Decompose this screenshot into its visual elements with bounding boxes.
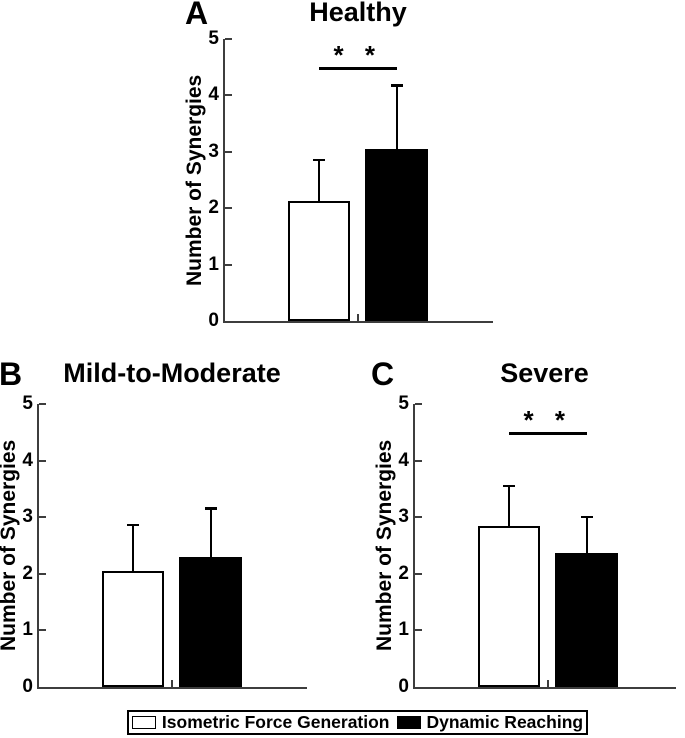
y-tick-mark <box>225 94 232 97</box>
x-tick-mark <box>546 680 549 687</box>
y-tick-label: 0 <box>22 676 33 697</box>
panel-title-severe: Severe <box>500 358 589 388</box>
bar-dynamic <box>179 556 242 687</box>
legend-swatch-dynamic <box>396 716 421 729</box>
y-tick-mark <box>415 572 422 575</box>
error-bar-cap <box>127 523 139 527</box>
y-tick-mark <box>225 38 232 40</box>
y-tick-label: 5 <box>398 393 409 414</box>
legend: Isometric Force Generation Dynamic Reach… <box>127 710 588 735</box>
y-tick-label: 4 <box>208 84 219 106</box>
y-tick-mark <box>225 207 232 210</box>
y-tick-mark <box>415 629 422 632</box>
y-tick-label: 1 <box>208 253 219 275</box>
significance-stars: * * <box>333 40 382 71</box>
plot-area-healthy: Number of Synergies 0 1 2 3 4 5 * * <box>183 28 493 331</box>
significance-line <box>319 67 397 70</box>
y-tick-label: 2 <box>398 562 409 584</box>
y-tick-mark <box>39 572 46 575</box>
error-bar-line <box>508 484 510 526</box>
y-tick-label: 3 <box>398 506 409 528</box>
y-tick-label: 4 <box>398 449 409 471</box>
panel-title-healthy: Healthy <box>309 0 407 27</box>
y-tick-label: 5 <box>208 28 219 49</box>
y-tick-mark <box>415 516 422 519</box>
y-tick-label: 2 <box>208 197 219 219</box>
bar-isometric <box>478 525 540 687</box>
y-axis-label: Number of Synergies <box>183 74 206 286</box>
x-tick-mark <box>170 680 173 687</box>
legend-swatch-isometric <box>131 716 156 729</box>
y-tick-mark <box>39 459 46 462</box>
y-tick-label: 4 <box>22 449 33 471</box>
panel-label-c: C <box>371 356 395 392</box>
y-tick-label: 2 <box>22 562 33 584</box>
error-bar-cap <box>503 484 515 488</box>
panel-label-a: A <box>185 0 209 31</box>
error-bar-line <box>585 515 588 553</box>
x-tick-mark <box>356 314 359 321</box>
y-tick-label: 1 <box>398 619 409 641</box>
y-tick-mark <box>415 459 422 462</box>
legend-label-dynamic: Dynamic Reaching <box>426 712 584 732</box>
legend-label-isometric: Isometric Force Generation <box>161 712 390 732</box>
y-tick-mark <box>225 263 232 266</box>
y-tick-mark <box>225 150 232 153</box>
y-tick-label: 5 <box>22 393 33 414</box>
bar-dynamic <box>365 148 428 321</box>
bar-isometric <box>288 201 350 321</box>
error-bar-line <box>209 507 212 557</box>
y-tick-mark <box>39 629 46 632</box>
y-tick-mark <box>39 403 46 405</box>
y-tick-label: 3 <box>22 506 33 528</box>
y-tick-label: 0 <box>208 310 219 331</box>
y-tick-label: 3 <box>208 140 219 162</box>
error-bar-line <box>318 158 320 202</box>
error-bar-cap <box>580 515 593 518</box>
y-tick-label: 0 <box>398 676 409 697</box>
y-tick-mark <box>415 403 422 405</box>
error-bar-line <box>132 523 134 571</box>
error-bar-cap <box>204 507 217 510</box>
plot-area-severe: Number of Synergies 0 1 2 3 4 5 * * <box>373 393 676 697</box>
panel-title-mild-to-moderate: Mild-to-Moderate <box>63 358 281 388</box>
y-tick-mark <box>39 516 46 519</box>
y-tick-label: 1 <box>22 619 33 641</box>
y-axis-label: Number of Synergies <box>373 439 396 652</box>
error-bar-cap <box>313 158 325 162</box>
significance-stars: * * <box>523 405 572 436</box>
error-bar-line <box>395 84 398 149</box>
plot-area-mild-to-moderate: Number of Synergies 0 1 2 3 4 5 <box>0 393 307 697</box>
y-axis-label: Number of Synergies <box>0 439 20 652</box>
error-bar-cap <box>390 84 403 87</box>
significance-line <box>509 432 587 435</box>
bar-dynamic <box>555 552 618 687</box>
bar-isometric <box>102 570 164 687</box>
panel-label-b: B <box>0 356 23 392</box>
